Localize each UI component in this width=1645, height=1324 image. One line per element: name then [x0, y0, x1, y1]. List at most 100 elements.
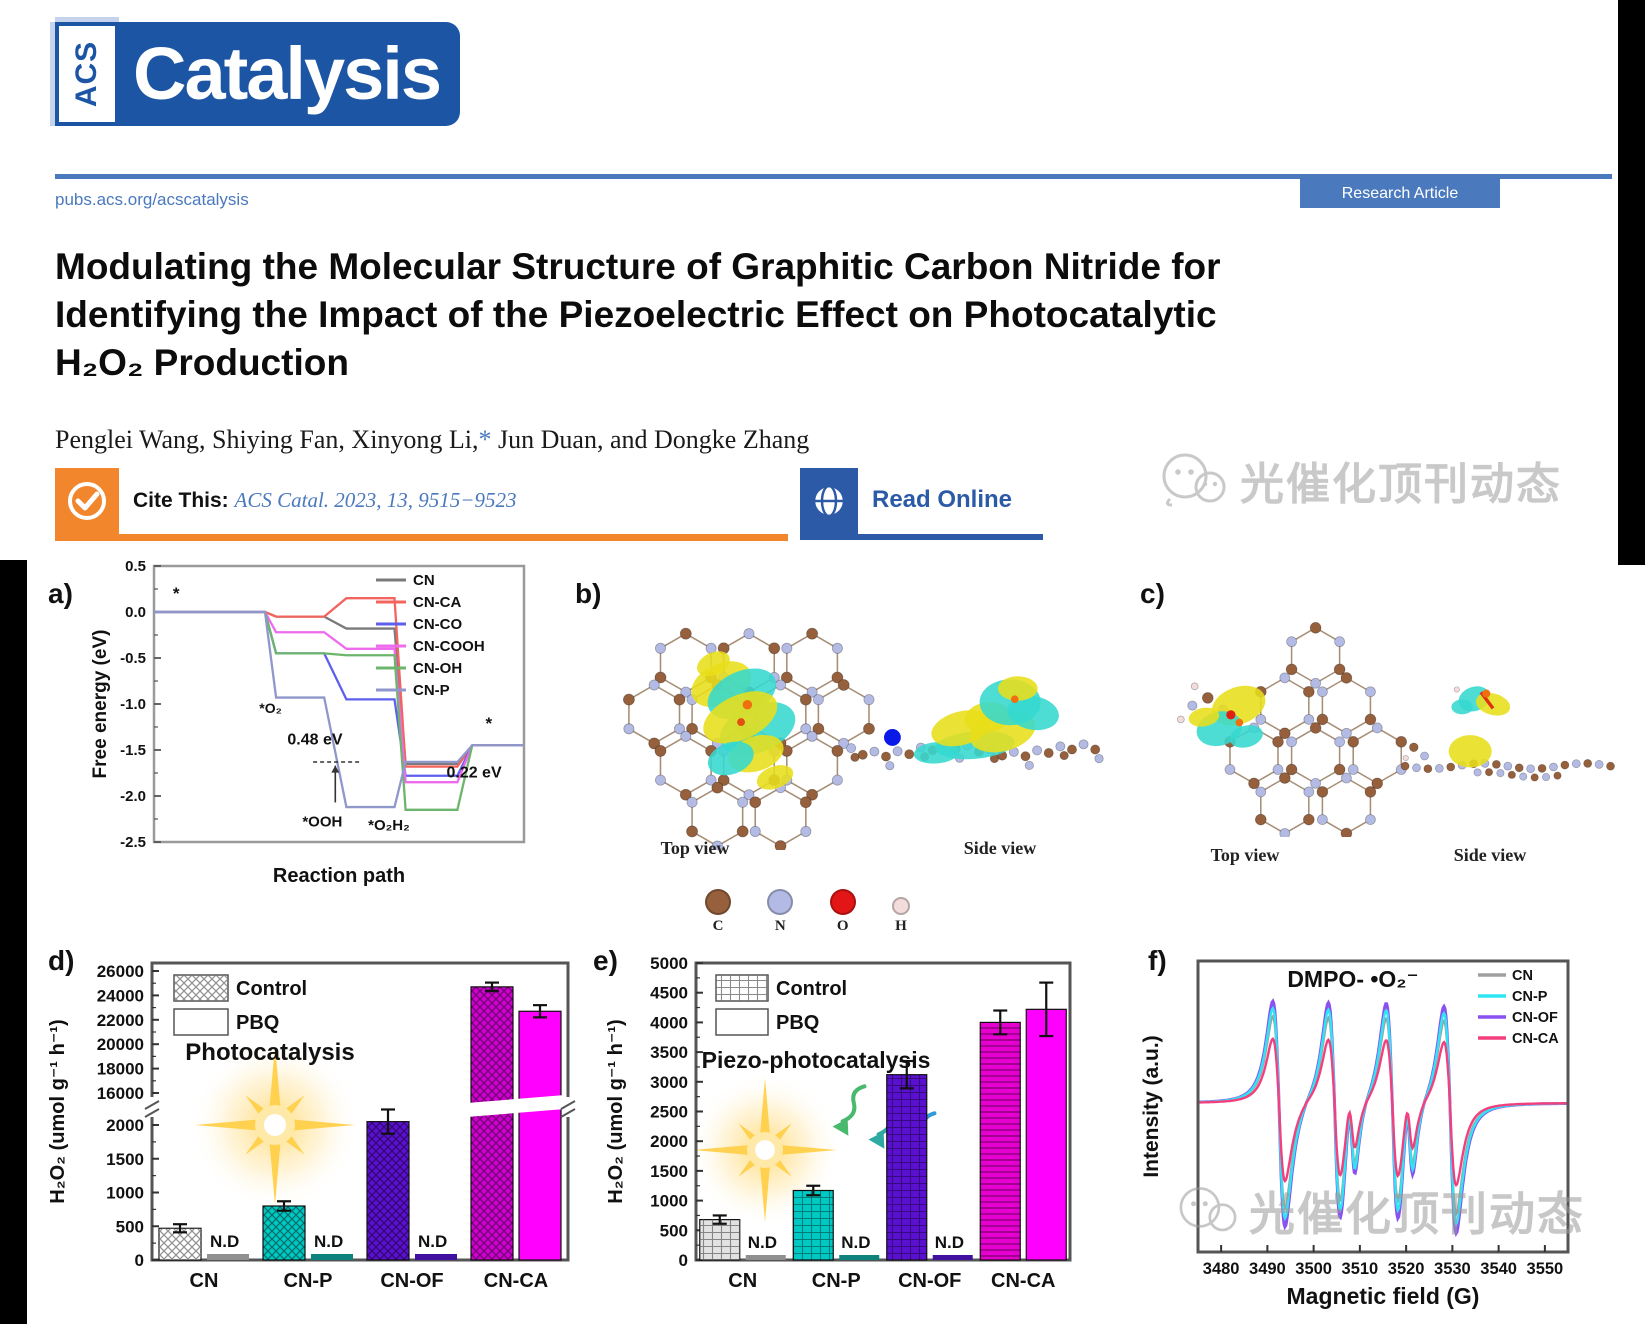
- svg-text:0: 0: [679, 1251, 688, 1270]
- authors-text: Penglei Wang, Shiying Fan, Xinyong Li,: [55, 425, 479, 454]
- svg-text:*: *: [173, 584, 180, 603]
- svg-text:N.D: N.D: [841, 1233, 870, 1252]
- svg-text:CN: CN: [190, 1270, 219, 1292]
- svg-text:Intensity (a.u.): Intensity (a.u.): [1140, 1035, 1163, 1177]
- panel-c-label: c): [1140, 578, 1165, 609]
- svg-text:20000: 20000: [97, 1035, 144, 1054]
- watermark-text: 光催化顶刊动态: [1240, 460, 1562, 509]
- svg-text:3500: 3500: [650, 1043, 688, 1062]
- molecule-c-side-view: [1400, 686, 1615, 782]
- panel-b-label: b): [575, 578, 602, 609]
- svg-text:CN-P: CN-P: [413, 682, 450, 699]
- svg-text:CN-CO: CN-CO: [413, 616, 462, 633]
- panel-b-top-view-label: Top view: [660, 838, 730, 858]
- black-strip-left: [0, 560, 27, 1324]
- svg-text:0.48 eV: 0.48 eV: [287, 731, 342, 748]
- svg-text:3000: 3000: [650, 1073, 688, 1092]
- molecule-b-side-view: [846, 676, 1104, 771]
- svg-text:0.22 eV: 0.22 eV: [446, 765, 501, 782]
- svg-text:CN-OH: CN-OH: [413, 660, 462, 677]
- acs-logo-text: ACS: [70, 40, 103, 108]
- svg-text:CN: CN: [728, 1270, 757, 1292]
- panel-d-label: d): [48, 945, 75, 976]
- svg-text:N.D: N.D: [748, 1233, 777, 1252]
- svg-text:Control: Control: [776, 978, 847, 1000]
- svg-text:3540: 3540: [1480, 1260, 1517, 1278]
- svg-text:Magnetic field (G): Magnetic field (G): [1287, 1283, 1480, 1309]
- paper-title: Modulating the Molecular Structure of Gr…: [55, 243, 1555, 387]
- svg-text:1500: 1500: [650, 1162, 688, 1181]
- svg-text:CN-COOH: CN-COOH: [413, 638, 485, 655]
- svg-text:16000: 16000: [97, 1084, 144, 1103]
- journal-url-link[interactable]: pubs.acs.org/acscatalysis: [55, 190, 249, 209]
- read-online-icon-box[interactable]: [800, 468, 858, 534]
- panel-a-label: a): [48, 578, 73, 609]
- header-rule: [55, 174, 1612, 179]
- svg-text:DMPO- •O₂⁻: DMPO- •O₂⁻: [1287, 966, 1418, 992]
- svg-text:3550: 3550: [1527, 1260, 1564, 1278]
- svg-text:1000: 1000: [106, 1184, 144, 1203]
- article-type-badge: Research Article: [1300, 179, 1500, 208]
- watermark-text-bottom: 光催化顶刊动态: [1249, 1188, 1585, 1240]
- svg-text:3480: 3480: [1203, 1260, 1240, 1278]
- molecule-b-top-view: [622, 627, 875, 850]
- watermark-bottom: 光催化顶刊动态: [1175, 1178, 1585, 1244]
- svg-text:0: 0: [135, 1251, 144, 1270]
- svg-text:-1.5: -1.5: [120, 742, 146, 759]
- atom-O-symbol: O: [836, 918, 849, 934]
- svg-text:H₂O₂ (umol g⁻¹ h⁻¹): H₂O₂ (umol g⁻¹ h⁻¹): [605, 1019, 627, 1203]
- svg-text:2000: 2000: [106, 1116, 144, 1135]
- svg-text:3520: 3520: [1388, 1260, 1425, 1278]
- checkmark-icon: [68, 482, 106, 520]
- svg-text:CN-P: CN-P: [812, 1270, 861, 1292]
- svg-text:H₂O₂ (umol g⁻¹ h⁻¹): H₂O₂ (umol g⁻¹ h⁻¹): [47, 1019, 69, 1203]
- svg-text:*: *: [486, 714, 493, 733]
- cite-this-label: Cite This:: [133, 489, 229, 512]
- svg-text:0.5: 0.5: [125, 558, 146, 575]
- svg-text:-0.5: -0.5: [120, 650, 146, 667]
- svg-text:1000: 1000: [650, 1192, 688, 1211]
- wechat-logo-icon-bottom: [1179, 1187, 1237, 1232]
- atom-C-dot: [705, 889, 731, 915]
- svg-text:2500: 2500: [650, 1103, 688, 1122]
- journal-logo: ACS Catalysis: [55, 22, 460, 126]
- svg-text:CN-CA: CN-CA: [484, 1270, 548, 1292]
- watermark-top: 光催化顶刊动态: [1158, 448, 1562, 512]
- svg-text:3530: 3530: [1434, 1260, 1471, 1278]
- citation: Cite This: ACS Catal. 2023, 13, 9515−952…: [133, 488, 516, 513]
- svg-text:N.D: N.D: [210, 1232, 239, 1251]
- atom-legend-item: C: [705, 889, 731, 935]
- svg-text:CN-OF: CN-OF: [380, 1270, 443, 1292]
- panel-c-top-view-label: Top view: [1210, 845, 1280, 865]
- atom-N-dot: [767, 889, 794, 915]
- wechat-logo-icon: [1162, 453, 1226, 507]
- svg-text:500: 500: [660, 1221, 688, 1240]
- piezo-photocatalysis-bar-chart: 0 500 1000 1500 2000 2500 3000 3500 4000 4500 5000…: [605, 954, 1072, 1292]
- panel-c-side-view-label: Side view: [1453, 845, 1527, 865]
- svg-text:Photocatalysis: Photocatalysis: [185, 1039, 354, 1066]
- svg-text:N.D: N.D: [314, 1232, 343, 1251]
- panel-e-label: e): [593, 945, 618, 976]
- svg-text:-1.0: -1.0: [120, 696, 146, 713]
- svg-text:Reaction path: Reaction path: [273, 865, 405, 887]
- read-online-button[interactable]: Read Online: [872, 486, 1013, 513]
- acs-logo-box: ACS: [55, 22, 119, 126]
- svg-text:PBQ: PBQ: [236, 1012, 279, 1034]
- molecule-c-top-view: [1176, 622, 1408, 837]
- black-strip-right: [1618, 0, 1645, 565]
- cite-reference-link[interactable]: ACS Catal. 2023, 13, 9515−9523: [234, 488, 517, 512]
- epr-spectrum-chart: 3480 3490 3500 3510 3520 3530 3540 3550 Magnetic…: [1140, 959, 1570, 1309]
- svg-text:24000: 24000: [97, 986, 144, 1005]
- panel-f-label: f): [1148, 945, 1167, 976]
- svg-text:CN-OF: CN-OF: [898, 1270, 961, 1292]
- corresponding-author-star[interactable]: *: [478, 425, 492, 454]
- atom-legend-item: N: [767, 889, 794, 935]
- svg-text:*O₂: *O₂: [259, 700, 282, 716]
- svg-text:3510: 3510: [1342, 1260, 1379, 1278]
- svg-text:Control: Control: [236, 978, 307, 1000]
- svg-text:CN-P: CN-P: [1512, 989, 1548, 1005]
- svg-text:CN-CA: CN-CA: [991, 1270, 1055, 1292]
- journal-name: Catalysis: [119, 22, 460, 126]
- svg-text:N.D: N.D: [418, 1232, 447, 1251]
